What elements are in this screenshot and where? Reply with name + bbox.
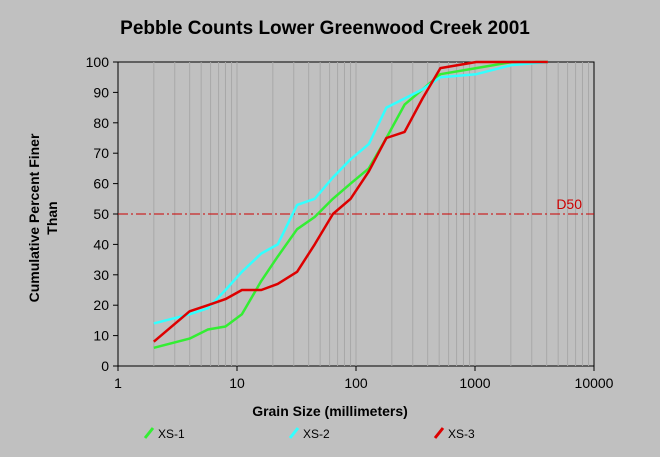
chart-title: Pebble Counts Lower Greenwood Creek 2001 bbox=[120, 18, 530, 39]
series-line-xs-2 bbox=[153, 60, 549, 325]
legend-swatch-xs-1 bbox=[143, 427, 155, 439]
y-tick-label: 60 bbox=[93, 176, 109, 192]
x-tick-label: 10000 bbox=[575, 375, 614, 391]
legend-label-xs-1: XS-1 bbox=[158, 427, 185, 441]
d50-reference: D50 bbox=[118, 196, 594, 215]
legend: XS-1 XS-2 XS-3 bbox=[143, 427, 475, 441]
y-tick-label: 20 bbox=[93, 297, 109, 313]
y-axis-title-line-2: Than bbox=[44, 201, 60, 234]
series-lines bbox=[152, 60, 549, 350]
d50-label: D50 bbox=[556, 196, 582, 212]
legend-label-xs-3: XS-3 bbox=[448, 427, 475, 441]
legend-swatch-xs-2 bbox=[288, 427, 300, 439]
series-line-xs-1 bbox=[153, 60, 548, 350]
y-tick-label: 100 bbox=[86, 54, 110, 70]
y-tick-label: 40 bbox=[93, 236, 109, 252]
y-tick-label: 70 bbox=[93, 145, 109, 161]
x-tick-label: 100 bbox=[344, 375, 368, 391]
y-axis-title: Cumulative Percent Finer Than bbox=[26, 133, 60, 302]
y-tick-label: 90 bbox=[93, 84, 109, 100]
x-axis-title: Grain Size (millimeters) bbox=[252, 403, 408, 419]
x-tick-label: 1 bbox=[114, 375, 122, 391]
y-axis-title-line-1: Cumulative Percent Finer bbox=[26, 133, 42, 302]
y-tick-label: 0 bbox=[101, 358, 109, 374]
series-line-xs-3 bbox=[152, 60, 548, 343]
y-tick-label: 30 bbox=[93, 267, 109, 283]
legend-label-xs-2: XS-2 bbox=[303, 427, 330, 441]
x-tick-label: 10 bbox=[229, 375, 245, 391]
x-tick-label: 1000 bbox=[459, 375, 490, 391]
y-tick-label: 10 bbox=[93, 328, 109, 344]
legend-swatch-xs-3 bbox=[433, 427, 445, 439]
y-tick-label: 80 bbox=[93, 115, 109, 131]
y-tick-label: 50 bbox=[93, 206, 109, 222]
